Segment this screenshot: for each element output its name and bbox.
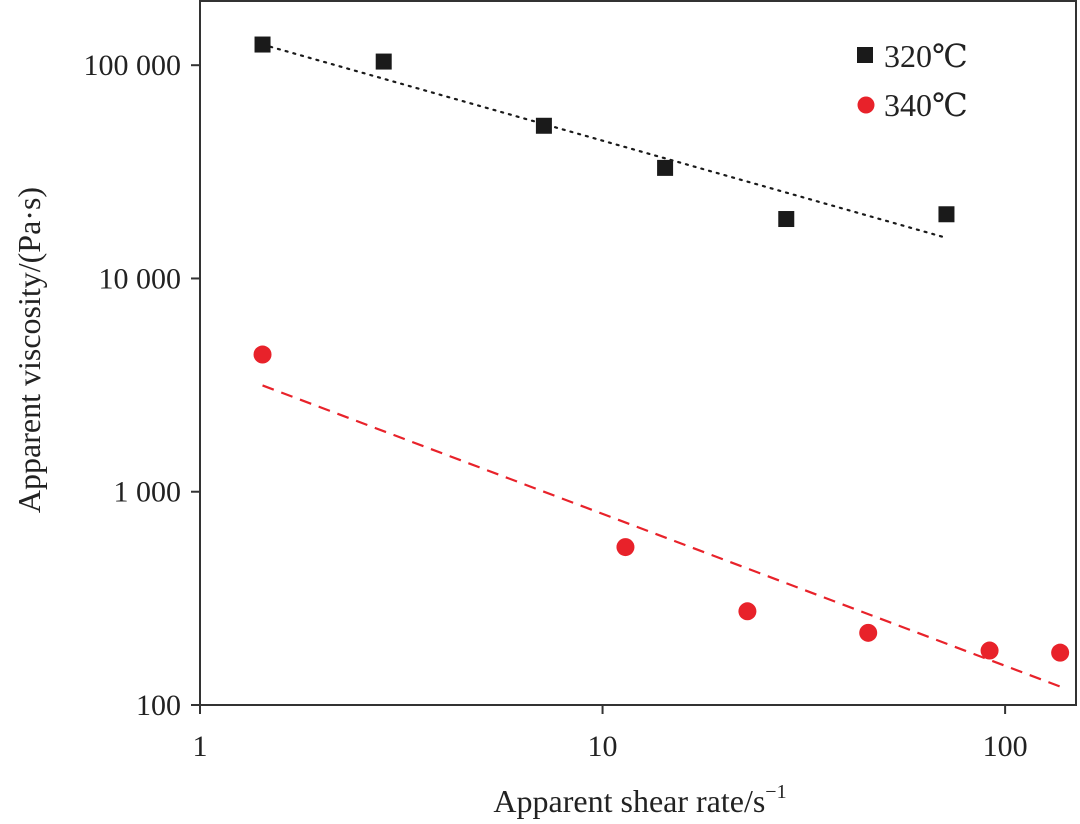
plot-frame xyxy=(199,0,1077,706)
x-tick-label: 1 xyxy=(193,730,208,763)
data-point-340 xyxy=(738,602,757,621)
data-point-320 xyxy=(657,159,674,176)
data-point-320 xyxy=(375,53,392,70)
data-point-340 xyxy=(1051,643,1070,662)
data-point-320 xyxy=(778,211,795,228)
data-point-340 xyxy=(253,345,272,364)
data-point-320 xyxy=(254,36,271,53)
data-point-340 xyxy=(980,641,999,660)
y-tick-label: 10 000 xyxy=(99,262,182,295)
x-axis-title: Apparent shear rate/s−1 xyxy=(493,781,786,819)
data-point-340 xyxy=(616,538,635,557)
legend-marker-340 xyxy=(857,96,875,114)
legend-marker-320 xyxy=(857,47,873,63)
data-point-320 xyxy=(535,117,552,134)
y-tick-label: 100 xyxy=(136,689,181,722)
data-point-320 xyxy=(938,206,955,223)
legend: 320℃ 340℃ xyxy=(857,38,968,123)
y-tick-label: 1 000 xyxy=(114,476,182,509)
y-axis-title: Apparent viscosity/(Pa·s) xyxy=(11,187,47,513)
x-axis-title-superscript: −1 xyxy=(765,781,786,803)
legend-label-320: 320℃ xyxy=(884,38,968,74)
data-point-340 xyxy=(859,623,878,642)
trendline-320 xyxy=(261,43,948,239)
x-tick-label: 100 xyxy=(983,730,1028,763)
x-tick-label: 10 xyxy=(588,730,618,763)
y-tick-label: 100 000 xyxy=(84,49,182,82)
legend-label-340: 340℃ xyxy=(884,87,968,123)
trendline-340 xyxy=(262,384,1061,688)
